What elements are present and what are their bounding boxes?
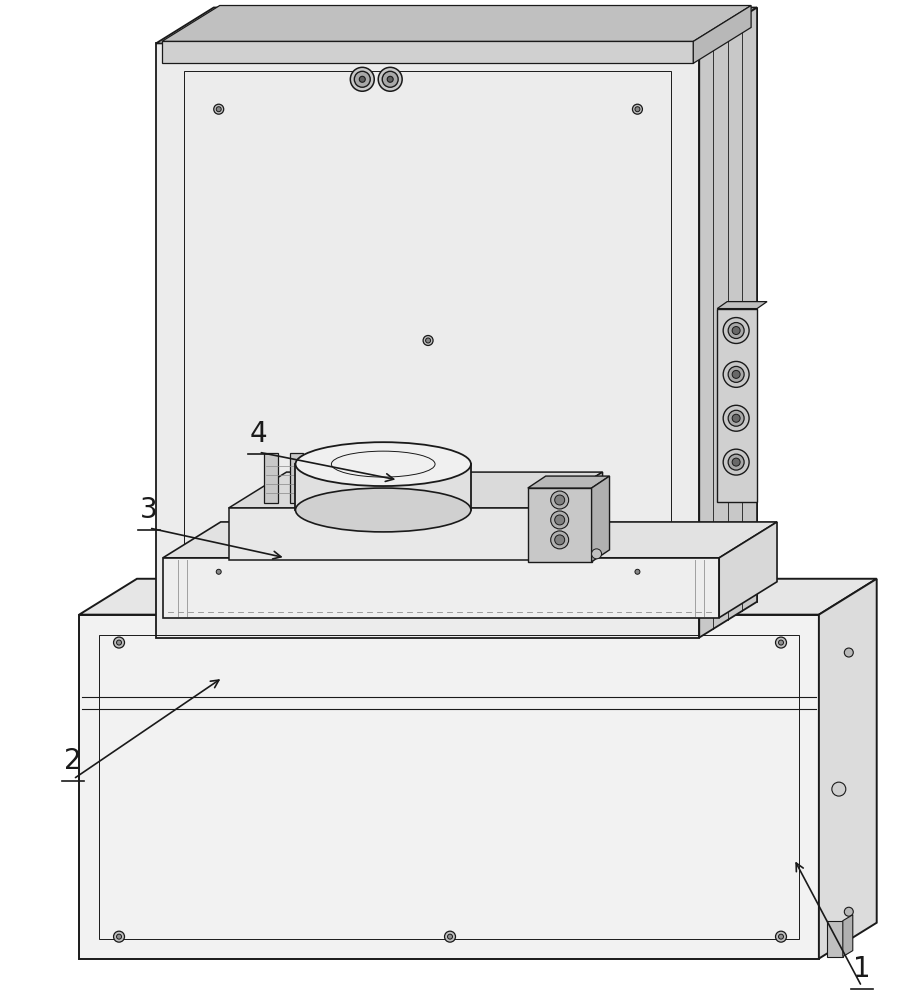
Circle shape bbox=[551, 491, 568, 509]
Circle shape bbox=[423, 336, 433, 345]
Polygon shape bbox=[162, 6, 751, 41]
Circle shape bbox=[359, 76, 365, 82]
Polygon shape bbox=[156, 43, 700, 638]
Circle shape bbox=[779, 640, 783, 645]
Circle shape bbox=[732, 327, 740, 335]
Circle shape bbox=[555, 495, 565, 505]
Circle shape bbox=[732, 414, 740, 422]
Circle shape bbox=[844, 907, 854, 916]
Circle shape bbox=[844, 648, 854, 657]
Circle shape bbox=[551, 531, 568, 549]
Circle shape bbox=[732, 370, 740, 378]
Polygon shape bbox=[719, 522, 777, 618]
Circle shape bbox=[214, 567, 224, 577]
Polygon shape bbox=[163, 522, 777, 558]
Circle shape bbox=[216, 107, 221, 112]
Circle shape bbox=[723, 318, 749, 343]
Circle shape bbox=[378, 67, 402, 91]
Circle shape bbox=[383, 71, 398, 87]
Polygon shape bbox=[717, 302, 767, 309]
Circle shape bbox=[635, 107, 640, 112]
Circle shape bbox=[551, 511, 568, 529]
Circle shape bbox=[117, 934, 121, 939]
Text: 2: 2 bbox=[65, 747, 82, 775]
Circle shape bbox=[728, 323, 744, 338]
Polygon shape bbox=[229, 508, 545, 560]
Circle shape bbox=[425, 338, 431, 343]
Polygon shape bbox=[527, 488, 591, 562]
Polygon shape bbox=[163, 558, 719, 618]
Polygon shape bbox=[229, 472, 602, 508]
Circle shape bbox=[114, 637, 125, 648]
Circle shape bbox=[632, 104, 642, 114]
Polygon shape bbox=[263, 453, 278, 503]
Polygon shape bbox=[717, 309, 757, 502]
Circle shape bbox=[832, 782, 845, 796]
Polygon shape bbox=[295, 464, 471, 510]
Circle shape bbox=[728, 366, 744, 382]
Circle shape bbox=[351, 67, 374, 91]
Circle shape bbox=[775, 637, 786, 648]
Circle shape bbox=[114, 931, 125, 942]
Polygon shape bbox=[156, 8, 757, 43]
Circle shape bbox=[387, 76, 394, 82]
Ellipse shape bbox=[295, 442, 471, 486]
Circle shape bbox=[732, 458, 740, 466]
Circle shape bbox=[447, 934, 453, 939]
Circle shape bbox=[728, 410, 744, 426]
Polygon shape bbox=[79, 615, 819, 959]
Circle shape bbox=[216, 569, 221, 574]
Ellipse shape bbox=[295, 488, 471, 532]
Circle shape bbox=[632, 567, 642, 577]
Polygon shape bbox=[591, 476, 609, 562]
Circle shape bbox=[779, 934, 783, 939]
Polygon shape bbox=[827, 921, 843, 957]
Text: 3: 3 bbox=[140, 496, 158, 524]
Text: 4: 4 bbox=[250, 420, 268, 448]
Polygon shape bbox=[819, 579, 876, 959]
Circle shape bbox=[214, 104, 224, 114]
Polygon shape bbox=[79, 579, 876, 615]
Circle shape bbox=[591, 549, 601, 559]
Circle shape bbox=[723, 405, 749, 431]
Circle shape bbox=[775, 931, 786, 942]
Polygon shape bbox=[693, 6, 751, 63]
Polygon shape bbox=[700, 8, 757, 638]
Polygon shape bbox=[545, 472, 602, 560]
Circle shape bbox=[555, 535, 565, 545]
Circle shape bbox=[354, 71, 370, 87]
Text: 1: 1 bbox=[853, 955, 871, 983]
Circle shape bbox=[555, 515, 565, 525]
Circle shape bbox=[117, 640, 121, 645]
Polygon shape bbox=[162, 41, 693, 63]
Circle shape bbox=[635, 569, 640, 574]
Circle shape bbox=[445, 931, 456, 942]
Polygon shape bbox=[290, 453, 303, 503]
Polygon shape bbox=[843, 915, 853, 957]
Circle shape bbox=[723, 449, 749, 475]
Polygon shape bbox=[527, 476, 609, 488]
Circle shape bbox=[723, 361, 749, 387]
Circle shape bbox=[728, 454, 744, 470]
